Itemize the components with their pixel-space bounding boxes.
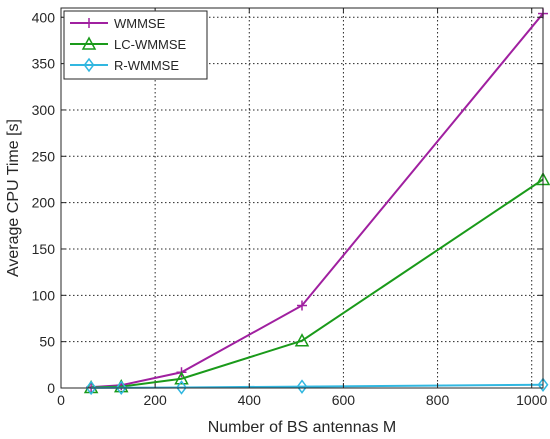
y-tick-label: 400	[32, 9, 56, 25]
x-tick-label: 800	[426, 392, 450, 408]
data-point-r-wmmse	[115, 380, 127, 395]
data-point-r-wmmse	[85, 380, 97, 396]
axes-box	[60, 7, 544, 389]
x-tick-label: 200	[143, 392, 167, 408]
data-point-r-wmmse	[296, 379, 308, 394]
data-point-lc-wmmse	[174, 371, 189, 385]
y-tick-label: 250	[32, 148, 56, 164]
data-point-lc-wmmse	[294, 333, 310, 347]
x-tick-label: 600	[332, 392, 356, 408]
y-tick-label: 100	[32, 287, 56, 303]
x-axis-label: Number of BS antennas M	[208, 419, 397, 436]
y-tick-label: 50	[39, 334, 55, 350]
y-tick-label: 150	[32, 241, 56, 257]
legend-marker	[84, 18, 94, 28]
y-axis-label: Average CPU Time [s]	[5, 119, 22, 277]
x-tick-label: 1000	[516, 392, 547, 408]
x-tick-label: 400	[238, 392, 262, 408]
y-tick-label: 0	[47, 380, 55, 396]
legend-entry-wmmse: WMMSE	[70, 16, 166, 31]
data-point-r-wmmse	[176, 380, 187, 395]
x-tick-labels: 0 200 400 600 800 1000	[57, 392, 547, 408]
legend-label: LC-WMMSE	[114, 37, 187, 52]
data-point-wmmse	[297, 300, 307, 311]
y-tick-label: 300	[32, 102, 56, 118]
y-tick-label: 350	[32, 56, 56, 72]
y-tick-label: 200	[32, 195, 56, 211]
y-tick-labels: 0 50 100 150 200 250 300 350 400	[32, 9, 56, 396]
x-tick-label: 0	[57, 392, 65, 408]
legend-entry-r-wmmse: R-WMMSE	[70, 57, 179, 73]
legend-label: R-WMMSE	[114, 58, 179, 73]
legend-label: WMMSE	[114, 16, 166, 31]
legend-marker	[83, 57, 95, 73]
legend-marker	[81, 36, 97, 50]
legend: WMMSE LC-WMMSE R-WMMSE	[63, 10, 208, 80]
legend-entry-lc-wmmse: LC-WMMSE	[70, 36, 187, 52]
data-point-r-wmmse	[537, 377, 549, 393]
